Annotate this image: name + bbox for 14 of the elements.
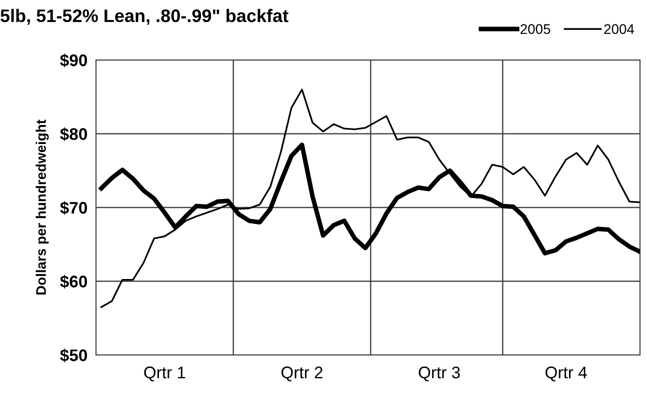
legend-label: 2005 [520, 24, 550, 34]
x-tick-label: Qrtr 1 [144, 366, 186, 382]
y-tick-label: $70 [60, 201, 87, 215]
chart-title: 5lb, 51-52% Lean, .80-.99" backfat [0, 8, 288, 25]
y-tick-label: $50 [60, 348, 87, 362]
line-series [100, 88, 640, 308]
x-tick-label: Qrtr 4 [546, 366, 587, 382]
x-tick-label: Qrtr 3 [418, 366, 460, 382]
y-tick-label: $80 [60, 127, 87, 142]
legend-label: 2004 [604, 24, 634, 34]
y-tick-label: $90 [60, 54, 87, 68]
y-tick-label: $60 [60, 274, 87, 289]
y-axis-title: Dollars per hundredweight [36, 120, 49, 295]
x-tick-label: Qrtr 2 [281, 366, 322, 382]
